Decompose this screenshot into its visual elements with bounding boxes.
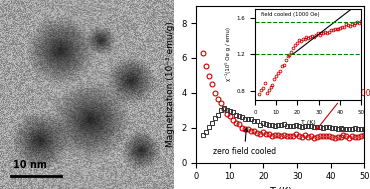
- X-axis label: T (K): T (K): [269, 187, 292, 189]
- Text: zero field cooled: zero field cooled: [213, 128, 276, 156]
- Text: field cooled(1000 Oe): field cooled(1000 Oe): [304, 89, 370, 130]
- Y-axis label: Magnetization (10⁻³ emu/g): Magnetization (10⁻³ emu/g): [166, 21, 175, 147]
- Text: 10 nm: 10 nm: [13, 160, 47, 170]
